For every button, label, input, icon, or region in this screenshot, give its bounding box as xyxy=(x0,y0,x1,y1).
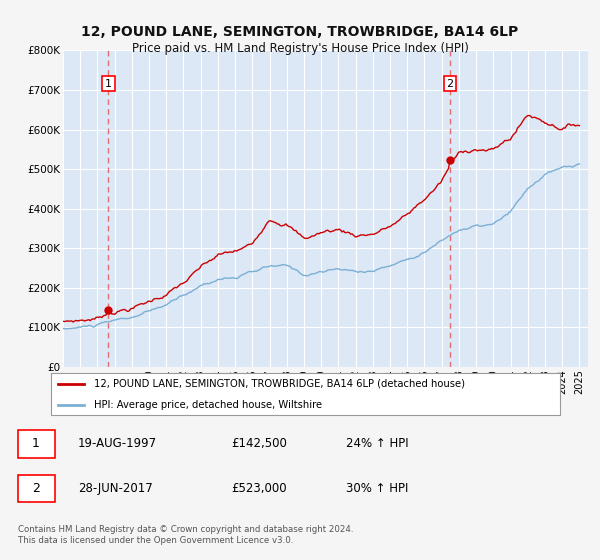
Text: 1: 1 xyxy=(32,437,40,450)
FancyBboxPatch shape xyxy=(18,475,55,502)
Text: Contains HM Land Registry data © Crown copyright and database right 2024.
This d: Contains HM Land Registry data © Crown c… xyxy=(18,525,353,545)
Text: 12, POUND LANE, SEMINGTON, TROWBRIDGE, BA14 6LP (detached house): 12, POUND LANE, SEMINGTON, TROWBRIDGE, B… xyxy=(94,379,466,389)
Text: HPI: Average price, detached house, Wiltshire: HPI: Average price, detached house, Wilt… xyxy=(94,400,323,410)
Text: 24% ↑ HPI: 24% ↑ HPI xyxy=(346,437,408,450)
Text: 1: 1 xyxy=(105,78,112,88)
Text: Price paid vs. HM Land Registry's House Price Index (HPI): Price paid vs. HM Land Registry's House … xyxy=(131,42,469,55)
Text: 19-AUG-1997: 19-AUG-1997 xyxy=(78,437,157,450)
Text: 12, POUND LANE, SEMINGTON, TROWBRIDGE, BA14 6LP: 12, POUND LANE, SEMINGTON, TROWBRIDGE, B… xyxy=(82,25,518,39)
Text: £142,500: £142,500 xyxy=(232,437,287,450)
Text: 2: 2 xyxy=(446,78,454,88)
FancyBboxPatch shape xyxy=(18,430,55,458)
Text: 2: 2 xyxy=(32,482,40,495)
Text: 28-JUN-2017: 28-JUN-2017 xyxy=(78,482,152,495)
FancyBboxPatch shape xyxy=(50,373,560,416)
Text: 30% ↑ HPI: 30% ↑ HPI xyxy=(346,482,408,495)
Text: £523,000: £523,000 xyxy=(232,482,287,495)
